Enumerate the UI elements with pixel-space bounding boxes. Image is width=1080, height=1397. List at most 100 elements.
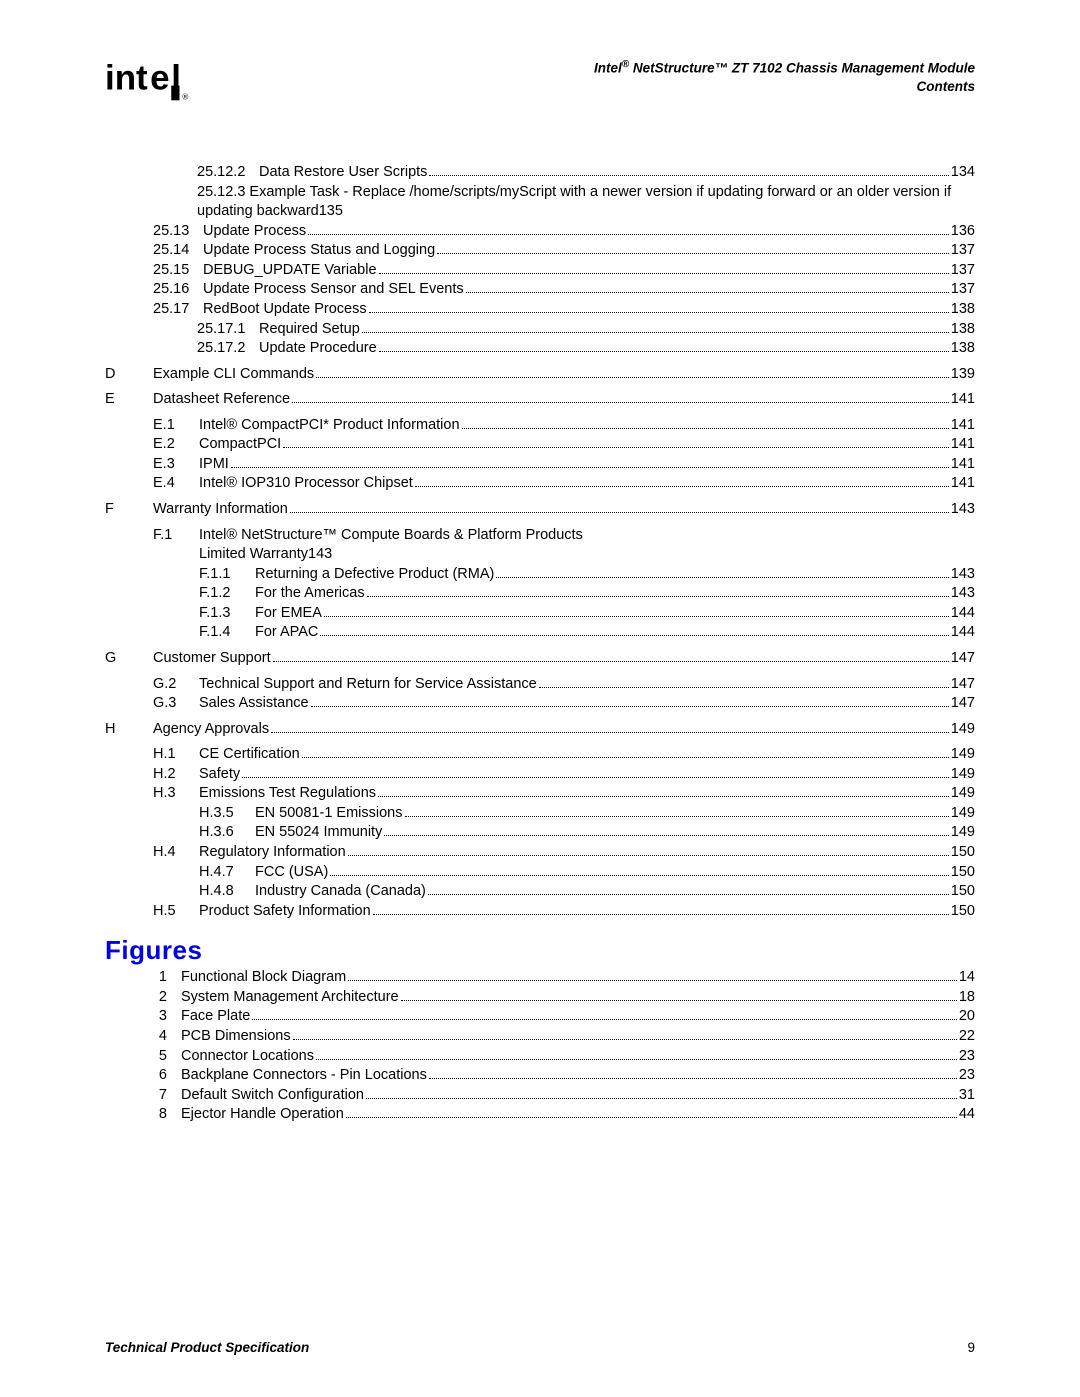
toc-page: 144 <box>951 604 975 624</box>
toc-page: 141 <box>951 455 975 475</box>
toc-entry: H.2Safety149 <box>153 765 975 785</box>
toc-leader-dots <box>362 332 949 333</box>
toc-page: 150 <box>951 902 975 922</box>
toc-title: DEBUG_UPDATE Variable <box>203 261 377 281</box>
figure-title: System Management Architecture <box>181 988 399 1008</box>
figure-number: 4 <box>153 1027 181 1047</box>
toc-leader-dots <box>366 1098 957 1099</box>
figure-entry: 5Connector Locations23 <box>153 1047 975 1067</box>
toc-page: 138 <box>951 300 975 320</box>
toc-leader-dots <box>369 312 949 313</box>
toc-page: 141 <box>951 390 975 410</box>
figures-list: 1Functional Block Diagram142System Manag… <box>105 968 975 1125</box>
toc-page: 144 <box>951 623 975 643</box>
figure-page: 23 <box>959 1066 975 1086</box>
header-title-prefix: Intel <box>594 61 622 76</box>
toc-title: Regulatory Information <box>199 843 346 863</box>
figure-entry: 1Functional Block Diagram14 <box>153 968 975 988</box>
toc-leader-dots <box>348 980 957 981</box>
toc-entry: E.2CompactPCI141 <box>153 435 975 455</box>
toc-leader-dots <box>346 1117 957 1118</box>
toc-page: 137 <box>951 280 975 300</box>
toc-number: 25.17.2 <box>197 339 259 359</box>
toc-title: CompactPCI <box>199 435 281 455</box>
toc-number: H.3.6 <box>199 823 255 843</box>
toc-page: 137 <box>951 261 975 281</box>
toc-leader-dots <box>252 1019 957 1020</box>
toc-page: 147 <box>951 675 975 695</box>
toc-page: 149 <box>951 804 975 824</box>
toc-number: 25.14 <box>153 241 203 261</box>
toc-number: E.2 <box>153 435 199 455</box>
toc-letter: D <box>105 365 153 385</box>
toc-entry: 25.17.1 Required Setup 138 <box>197 320 975 340</box>
toc-letter: F <box>105 500 153 520</box>
toc-title: EN 50081-1 Emissions <box>255 804 403 824</box>
toc-page: 143 <box>951 565 975 585</box>
toc-title: FCC (USA) <box>255 863 328 883</box>
figure-number: 3 <box>153 1007 181 1027</box>
toc-leader-dots <box>292 402 949 403</box>
toc-number: H.4 <box>153 843 199 863</box>
page-footer: Technical Product Specification 9 <box>105 1340 975 1355</box>
toc-title: Example Task - Replace /home/scripts/myS… <box>197 184 951 220</box>
toc-leader-dots <box>539 687 949 688</box>
page-header: int e l ® Intel® NetStructure™ ZT 7102 C… <box>105 58 975 108</box>
toc-title: Datasheet Reference <box>153 390 290 410</box>
figure-title: Connector Locations <box>181 1047 314 1067</box>
toc-title: Product Safety Information <box>199 902 371 922</box>
toc-leader-dots <box>316 1059 957 1060</box>
toc-leader-dots <box>378 796 949 797</box>
table-of-contents: 25.12.2 Data Restore User Scripts13425.1… <box>105 163 975 921</box>
toc-title: Intel® CompactPCI* Product Information <box>199 416 460 436</box>
toc-entry: GCustomer Support147 <box>105 649 975 669</box>
toc-entry: FWarranty Information143 <box>105 500 975 520</box>
toc-page: 143 <box>951 584 975 604</box>
toc-entry: 25.12.2 Data Restore User Scripts134 <box>197 163 975 183</box>
toc-leader-dots <box>405 816 949 817</box>
toc-number: 25.15 <box>153 261 203 281</box>
toc-number: G.3 <box>153 694 199 714</box>
toc-title: IPMI <box>199 455 229 475</box>
toc-number: 25.17.1 <box>197 320 259 340</box>
toc-number: 25.12.2 <box>197 163 259 183</box>
figure-number: 1 <box>153 968 181 988</box>
toc-number: 25.12.3 <box>197 184 249 200</box>
toc-page: 138 <box>951 320 975 340</box>
toc-letter: E <box>105 390 153 410</box>
toc-leader-dots <box>496 577 948 578</box>
toc-number: F.1.3 <box>199 604 255 624</box>
figure-title: Functional Block Diagram <box>181 968 346 988</box>
figure-entry: 6Backplane Connectors - Pin Locations23 <box>153 1066 975 1086</box>
svg-text:e: e <box>150 58 169 97</box>
toc-title: For APAC <box>255 623 318 643</box>
toc-page: 138 <box>951 339 975 359</box>
toc-page: 149 <box>951 765 975 785</box>
toc-page: 137 <box>951 241 975 261</box>
figures-heading: Figures <box>105 935 975 966</box>
toc-number: F.1.2 <box>199 584 255 604</box>
toc-leader-dots <box>324 616 949 617</box>
toc-number: H.3.5 <box>199 804 255 824</box>
toc-page: 147 <box>951 649 975 669</box>
toc-title: Required Setup <box>259 320 360 340</box>
toc-leader-dots <box>320 635 948 636</box>
footer-page-number: 9 <box>967 1340 975 1355</box>
toc-title: Technical Support and Return for Service… <box>199 675 537 695</box>
toc-number: G.2 <box>153 675 199 695</box>
toc-entry: H.3.6EN 55024 Immunity149 <box>199 823 975 843</box>
figure-title: Default Switch Configuration <box>181 1086 364 1106</box>
toc-title: EN 55024 Immunity <box>255 823 382 843</box>
toc-leader-dots <box>373 914 949 915</box>
toc-number: H.4.8 <box>199 882 255 902</box>
toc-title: For the Americas <box>255 584 365 604</box>
toc-page: 150 <box>951 843 975 863</box>
toc-page: 149 <box>951 745 975 765</box>
toc-leader-dots <box>271 732 949 733</box>
toc-leader-dots <box>379 351 949 352</box>
toc-page: 149 <box>951 784 975 804</box>
toc-title: For EMEA <box>255 604 322 624</box>
toc-entry: G.2Technical Support and Return for Serv… <box>153 675 975 695</box>
toc-entry: H.4Regulatory Information 150 <box>153 843 975 863</box>
toc-title: Safety <box>199 765 240 785</box>
